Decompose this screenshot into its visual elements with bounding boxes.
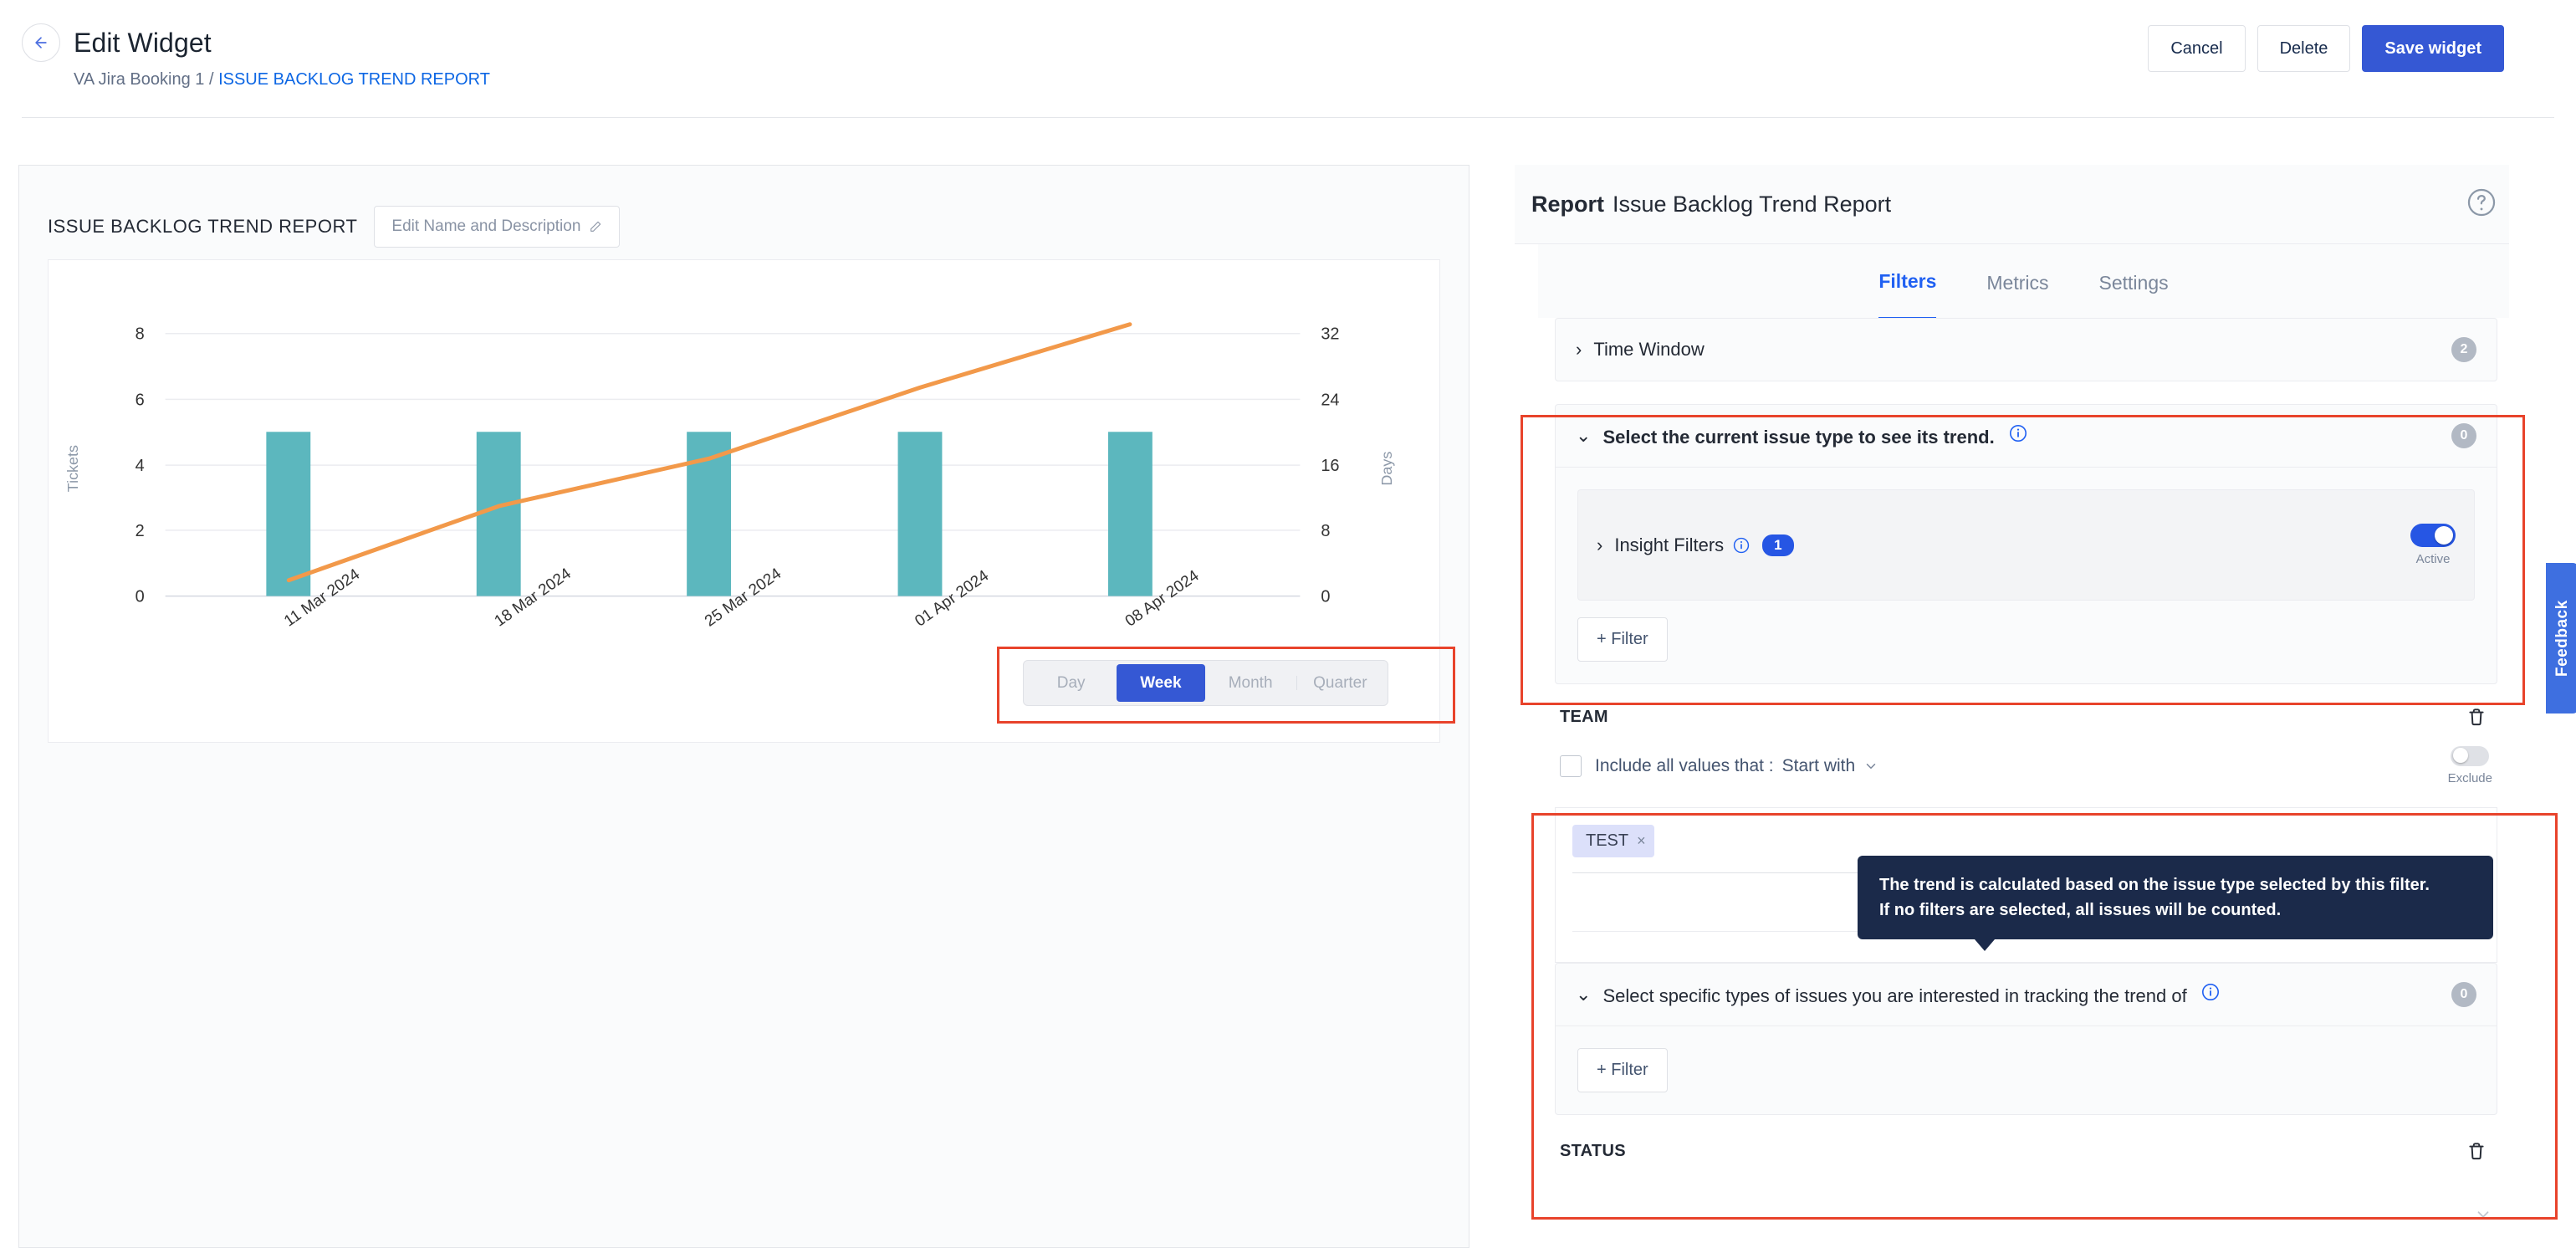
svg-text:24: 24 — [1321, 391, 1339, 409]
svg-text:32: 32 — [1321, 325, 1339, 344]
svg-text:8: 8 — [1321, 522, 1330, 540]
svg-text:8: 8 — [135, 325, 145, 344]
svg-text:4: 4 — [135, 457, 145, 475]
svg-text:Days: Days — [1378, 452, 1395, 486]
svg-text:Tickets: Tickets — [64, 445, 81, 492]
svg-text:0: 0 — [135, 588, 145, 606]
svg-text:16: 16 — [1321, 457, 1339, 475]
svg-text:6: 6 — [135, 391, 145, 409]
svg-text:0: 0 — [1321, 588, 1330, 606]
svg-text:2: 2 — [135, 522, 145, 540]
